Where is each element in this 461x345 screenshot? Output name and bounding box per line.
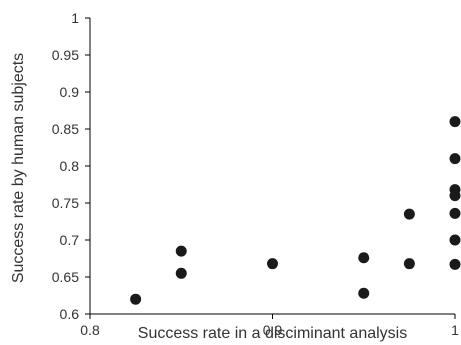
y-tick-label: 0.65 <box>52 269 79 285</box>
data-point <box>449 258 461 270</box>
x-axis-ticks: 0.8 0.9 1 <box>80 314 459 338</box>
data-point <box>449 234 461 246</box>
y-axis-ticks: 0.6 0.65 0.7 0.75 0.8 0.85 0.9 0.95 1 <box>52 10 90 322</box>
data-point <box>449 190 461 202</box>
y-tick-label: 0.95 <box>52 47 79 63</box>
y-tick-label: 0.8 <box>60 158 80 174</box>
y-tick-label: 0.75 <box>52 195 79 211</box>
y-tick-label: 0.6 <box>60 306 80 322</box>
axes <box>89 18 455 315</box>
x-tick-label: 0.8 <box>80 322 100 338</box>
data-point <box>449 116 461 128</box>
data-point <box>175 245 187 257</box>
y-tick-label: 0.85 <box>52 121 79 137</box>
y-tick-label: 0.9 <box>60 84 80 100</box>
data-point <box>358 287 370 299</box>
y-axis-title: Success rate by human subjects <box>10 53 27 283</box>
data-point <box>449 207 461 219</box>
data-points <box>130 116 461 305</box>
data-point <box>403 258 415 270</box>
data-point <box>267 258 278 270</box>
x-tick-label: 1 <box>451 322 459 338</box>
y-tick-label: 1 <box>71 10 79 26</box>
data-point <box>449 153 461 165</box>
y-tick-label: 0.7 <box>60 232 80 248</box>
data-point <box>358 252 370 264</box>
x-tick-label: 0.9 <box>263 322 283 338</box>
data-point <box>130 293 142 305</box>
data-point <box>175 267 187 279</box>
x-axis-title: Success rate in a disciminant analysis <box>138 325 407 342</box>
data-point <box>403 208 415 220</box>
